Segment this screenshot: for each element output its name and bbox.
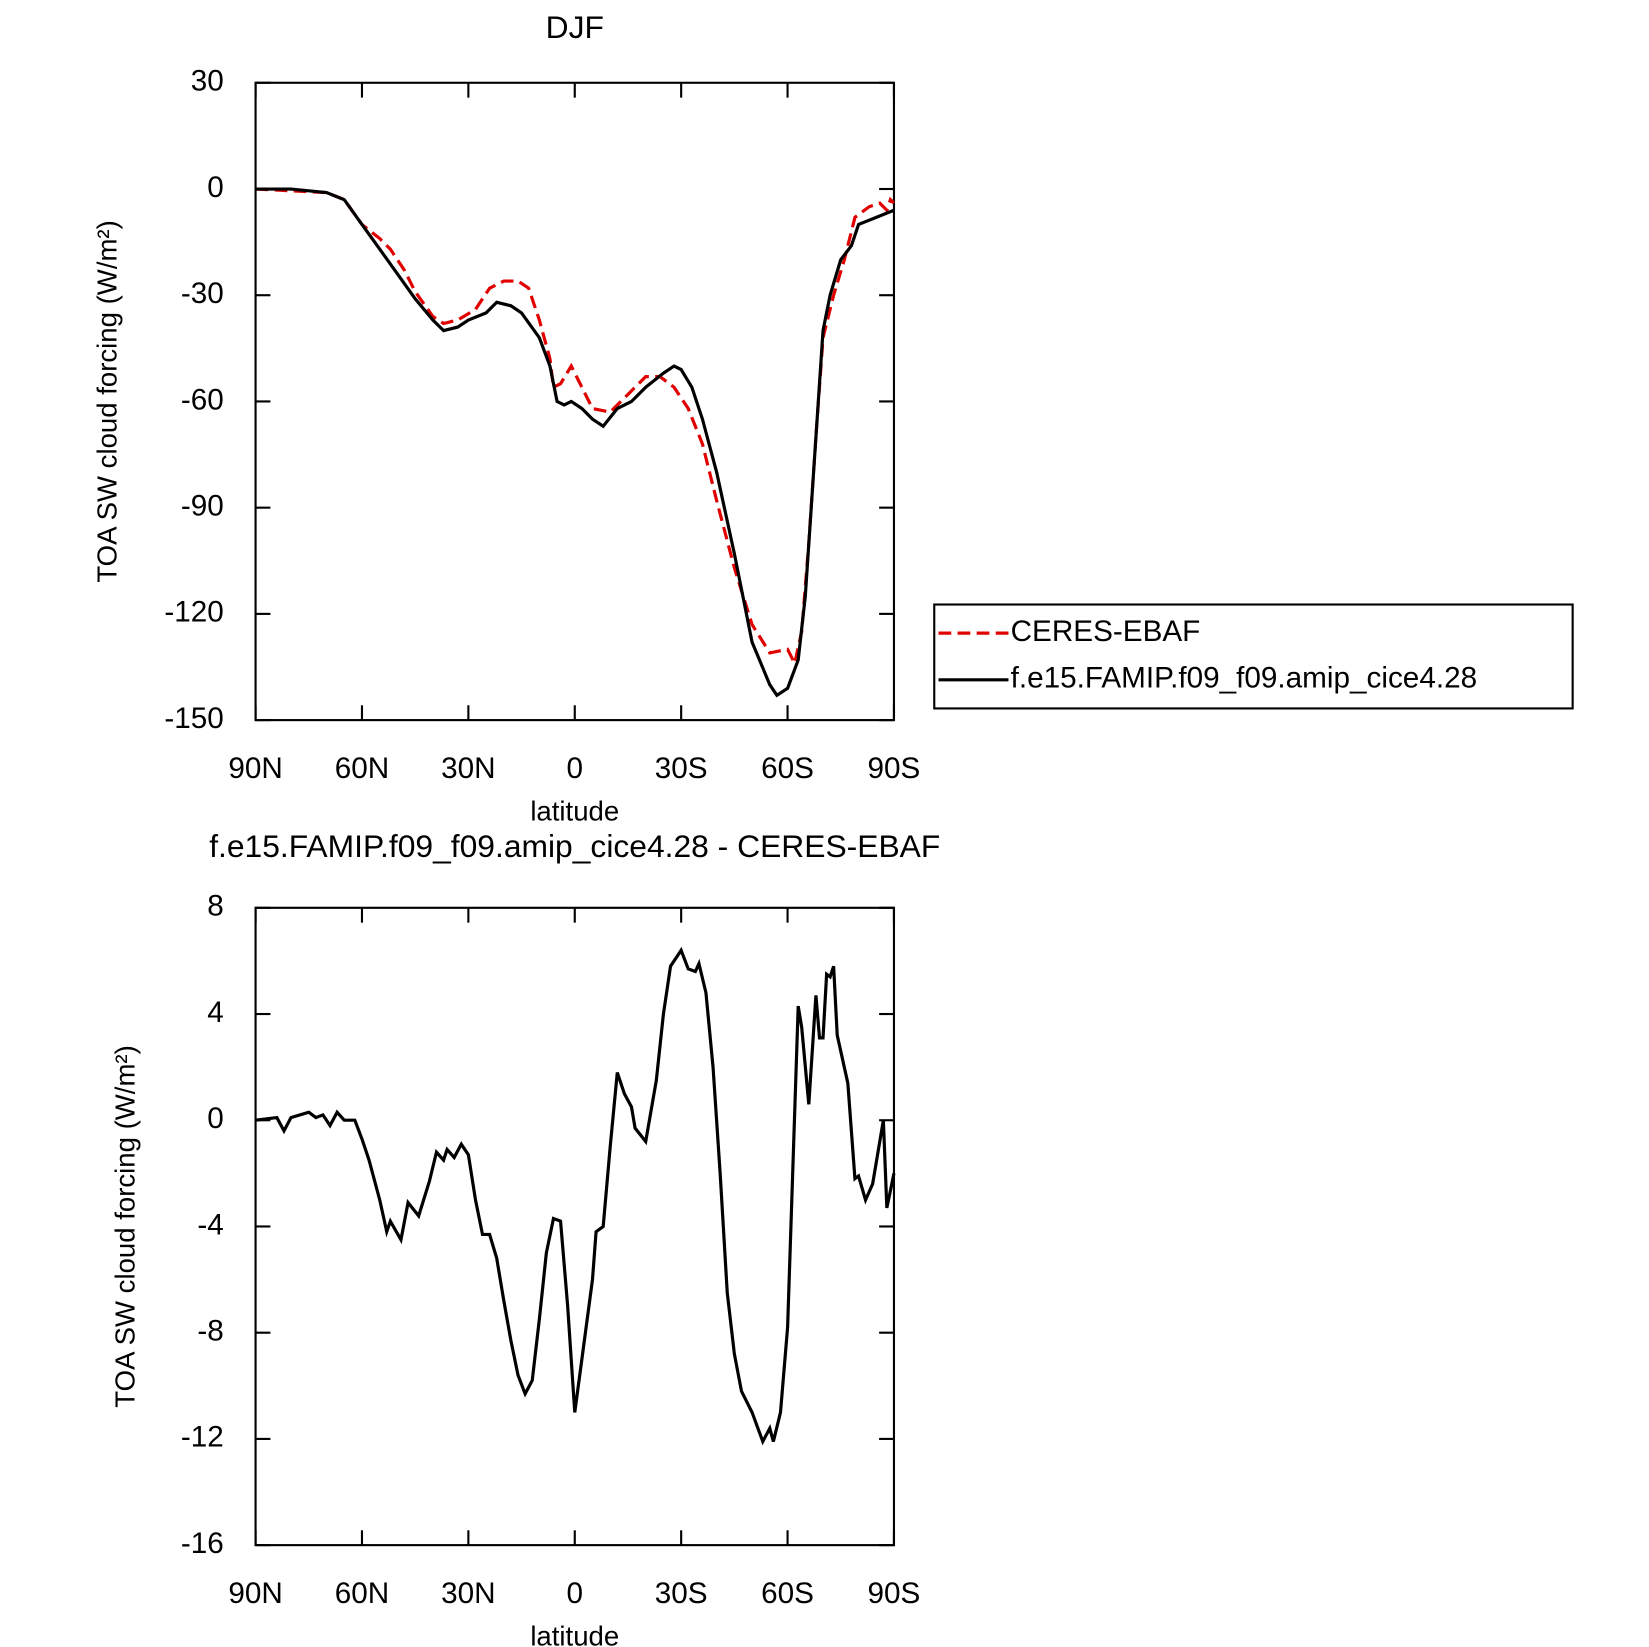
y-tick-label: -12 <box>181 1421 224 1454</box>
y-tick-label: 30 <box>191 65 224 98</box>
x-tick-label: 60S <box>761 752 814 785</box>
x-tick-label: 60N <box>335 752 389 785</box>
x-tick-label: 30S <box>655 1577 708 1610</box>
y-axis-label: TOA SW cloud forcing (W/m²) <box>92 220 123 582</box>
chart-title: DJF <box>546 9 604 45</box>
x-tick-label: 30N <box>441 752 495 785</box>
x-tick-label: 60N <box>335 1577 389 1610</box>
x-axis-label: latitude <box>530 1621 619 1647</box>
plot-frame <box>254 906 896 1547</box>
y-tick-label: -4 <box>197 1208 223 1241</box>
y-tick-label: -60 <box>181 383 224 416</box>
x-tick-label: 90N <box>228 1577 282 1610</box>
y-tick-label: -16 <box>181 1527 224 1560</box>
x-tick-label: 90S <box>868 752 921 785</box>
y-tick-label: 8 <box>207 890 224 923</box>
y-tick-label: -150 <box>164 702 223 735</box>
y-tick-label: -30 <box>181 277 224 310</box>
chart-title: f.e15.FAMIP.f09_f09.amip_cice4.28 - CERE… <box>209 828 940 864</box>
data-line <box>255 187 895 698</box>
x-tick-label: 30N <box>441 1577 495 1610</box>
x-tick-label: 90S <box>868 1577 921 1610</box>
x-tick-label: 0 <box>567 752 584 785</box>
x-tick-label: 0 <box>567 1577 584 1610</box>
y-tick-label: -120 <box>164 596 223 629</box>
y-axis-label: TOA SW cloud forcing (W/m²) <box>110 1045 141 1407</box>
data-line <box>255 187 896 669</box>
legend-box <box>933 603 1574 710</box>
y-tick-label: 0 <box>207 171 224 204</box>
y-tick-label: 0 <box>207 1102 224 1135</box>
legend-label: CERES-EBAF <box>1011 615 1201 648</box>
x-axis-label: latitude <box>530 796 619 827</box>
x-tick-label: 60S <box>761 1577 814 1610</box>
x-tick-label: 90N <box>228 752 282 785</box>
plot-frame <box>254 81 896 722</box>
y-tick-label: -8 <box>197 1315 223 1348</box>
data-line <box>255 946 896 1446</box>
y-tick-label: -90 <box>181 490 224 523</box>
x-tick-label: 30S <box>655 752 708 785</box>
y-tick-label: 4 <box>207 996 224 1029</box>
legend-label: f.e15.FAMIP.f09_f09.amip_cice4.28 <box>1011 662 1478 695</box>
